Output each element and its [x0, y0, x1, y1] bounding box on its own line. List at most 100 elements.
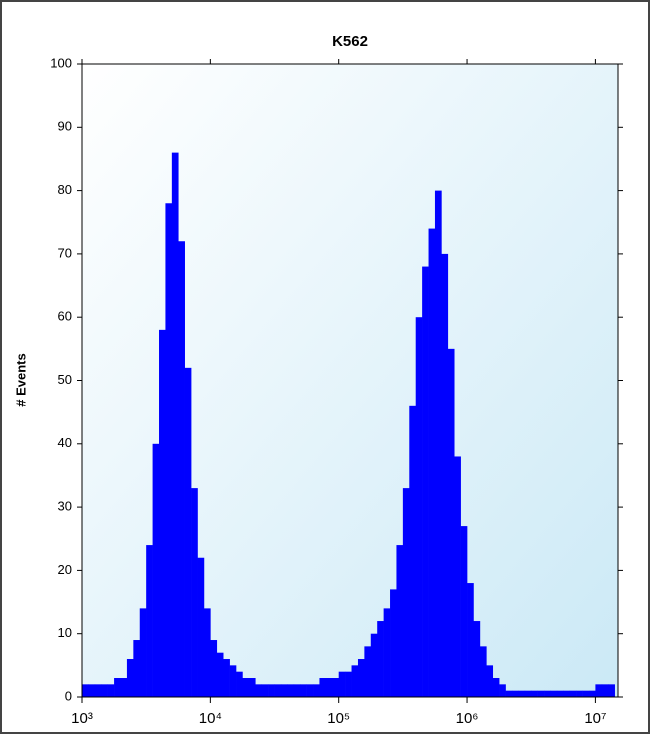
histogram-bar — [467, 583, 474, 697]
y-tick-label: 40 — [58, 435, 72, 450]
histogram-bar — [505, 690, 513, 697]
histogram-bar — [518, 690, 526, 697]
histogram-bar — [255, 684, 262, 697]
histogram-bar — [556, 690, 564, 697]
histogram-bar — [223, 659, 230, 697]
y-tick-label: 90 — [58, 119, 72, 134]
y-tick-label: 60 — [58, 309, 72, 324]
histogram-bar — [268, 684, 275, 697]
histogram-bar — [550, 690, 558, 697]
y-tick-label: 80 — [58, 182, 72, 197]
y-tick-label: 0 — [65, 688, 72, 703]
histogram-bar — [184, 367, 192, 697]
histogram-bar — [402, 488, 410, 697]
y-tick-label: 100 — [50, 55, 72, 70]
histogram-bar — [101, 684, 108, 697]
histogram-bar — [306, 684, 314, 697]
histogram-bar — [280, 684, 288, 697]
histogram-bar — [146, 545, 153, 697]
histogram-bar — [460, 526, 468, 697]
histogram-bar — [171, 152, 179, 697]
histogram-bar — [178, 241, 185, 698]
histogram-bar — [159, 329, 166, 697]
histogram-bar — [120, 678, 128, 697]
histogram-bar — [486, 665, 494, 697]
histogram-bar — [582, 690, 590, 697]
histogram-bar — [203, 608, 211, 697]
histogram-bar — [236, 671, 243, 697]
histogram-bar — [524, 690, 532, 697]
histogram-bar — [197, 557, 205, 697]
x-tick-label: 10⁷ — [584, 710, 606, 727]
histogram-bar — [454, 456, 461, 697]
histogram-bar — [364, 646, 372, 697]
histogram-bar — [293, 684, 301, 697]
histogram-bar — [88, 684, 96, 697]
histogram-bar — [569, 690, 577, 697]
histogram-bar — [82, 684, 89, 697]
histogram-bar — [537, 690, 545, 697]
histogram-bar — [479, 646, 487, 697]
x-tick-label: 10⁴ — [199, 710, 222, 727]
histogram-bar — [242, 678, 250, 697]
y-axis-label: # Events — [13, 353, 28, 406]
histogram-bar — [216, 652, 224, 697]
histogram-bar — [261, 684, 269, 697]
histogram-bar — [473, 621, 481, 697]
histogram-bar — [191, 488, 198, 697]
histogram-bar — [351, 665, 359, 697]
histogram-bar — [338, 671, 346, 697]
histogram-bar — [313, 684, 320, 697]
histogram-bar — [325, 678, 333, 697]
y-tick-label: 50 — [58, 372, 72, 387]
y-tick-label: 20 — [58, 562, 72, 577]
y-tick-label: 70 — [58, 245, 72, 260]
histogram-bar — [126, 659, 134, 697]
histogram-bar — [383, 608, 391, 697]
histogram-bar — [357, 659, 365, 697]
histogram-bar — [165, 203, 173, 697]
y-tick-label: 10 — [58, 625, 72, 640]
histogram-bar — [210, 640, 218, 697]
y-tick-label: 30 — [58, 499, 72, 514]
x-tick-label: 10⁶ — [456, 710, 479, 727]
histogram-bar — [441, 253, 449, 697]
histogram-bar — [499, 684, 506, 697]
histogram-bar — [152, 443, 160, 697]
histogram-bar — [422, 266, 429, 697]
histogram-bar — [595, 684, 603, 697]
histogram-bar — [608, 684, 615, 697]
chart-title: K562 — [332, 33, 368, 50]
histogram-bar — [377, 621, 384, 697]
histogram-bar — [563, 690, 571, 697]
histogram-bar — [319, 678, 327, 697]
histogram-bar — [390, 589, 397, 697]
histogram-bar — [531, 690, 538, 697]
histogram-bar — [287, 684, 295, 697]
histogram-bar — [409, 405, 417, 697]
histogram-bar — [94, 684, 102, 697]
histogram-bar — [300, 684, 307, 697]
histogram-bar — [133, 640, 141, 697]
histogram-bar — [588, 690, 596, 697]
histogram-bar — [274, 684, 282, 697]
histogram-bar — [139, 608, 147, 697]
histogram-bar — [544, 690, 551, 697]
histogram-bar — [396, 545, 404, 697]
histogram-bar — [576, 690, 583, 697]
histogram-bar — [447, 348, 455, 697]
histogram-bar — [492, 678, 500, 697]
histogram-bar — [428, 228, 436, 697]
histogram-bar — [248, 678, 256, 697]
histogram-bar — [107, 684, 115, 697]
histogram-bar — [332, 678, 339, 697]
histogram-bar — [345, 671, 352, 697]
histogram-bar — [370, 633, 378, 697]
histogram-bar — [229, 665, 237, 697]
histogram-bar — [511, 690, 519, 697]
histogram-bar — [601, 684, 609, 697]
x-tick-label: 10⁵ — [327, 710, 350, 727]
histogram-bar — [114, 678, 121, 697]
histogram-bar — [415, 317, 423, 697]
